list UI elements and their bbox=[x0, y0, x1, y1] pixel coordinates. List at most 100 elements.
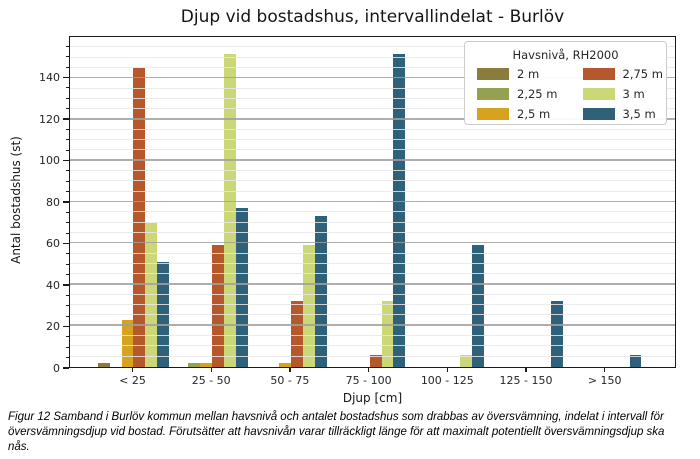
y-tick bbox=[63, 159, 69, 162]
y-minor-tick bbox=[65, 211, 69, 213]
legend-item: 2,75 m bbox=[582, 67, 667, 81]
x-tick bbox=[210, 368, 212, 372]
bar bbox=[550, 301, 563, 367]
legend-label: 3,5 m bbox=[622, 107, 656, 121]
x-tick bbox=[131, 368, 134, 372]
x-tick bbox=[604, 368, 606, 372]
bar bbox=[460, 354, 473, 367]
legend-item: 2 m bbox=[477, 67, 561, 81]
y-minor-tick bbox=[65, 336, 69, 338]
bar bbox=[381, 301, 394, 367]
y-minor-tick bbox=[65, 66, 69, 68]
legend-item: 2,5 m bbox=[477, 107, 561, 121]
chart-title: Djup vid bostadshus, intervallindelat - … bbox=[180, 7, 565, 27]
bar bbox=[302, 245, 315, 367]
x-tick bbox=[525, 368, 527, 372]
y-tick bbox=[63, 325, 69, 328]
y-minor-tick bbox=[65, 56, 69, 58]
bar bbox=[145, 222, 158, 367]
y-minor-tick bbox=[65, 191, 69, 193]
y-minor-tick bbox=[65, 315, 69, 317]
legend: Havsnivå, RH2000 2 m 2,25 m 2,5 m 2,75 m 3 m… bbox=[464, 41, 667, 125]
y-minor-tick bbox=[65, 294, 69, 296]
y-minor-tick bbox=[65, 139, 69, 141]
bar bbox=[393, 53, 406, 367]
bar bbox=[629, 354, 642, 367]
y-tick-label: 120 bbox=[39, 112, 60, 126]
legend-label: 2,5 m bbox=[517, 107, 551, 121]
bar bbox=[290, 301, 303, 367]
y-minor-tick bbox=[65, 222, 69, 224]
bar bbox=[369, 354, 382, 367]
y-minor-tick bbox=[65, 346, 69, 348]
y-minor-tick bbox=[65, 357, 69, 359]
y-minor-tick bbox=[65, 305, 69, 307]
y-tick-label: 0 bbox=[53, 361, 60, 375]
legend-swatch bbox=[582, 108, 615, 120]
x-tick-label: 100 - 125 bbox=[420, 374, 474, 387]
legend-swatch bbox=[477, 108, 509, 120]
y-minor-tick bbox=[65, 97, 69, 99]
y-minor-tick bbox=[65, 149, 69, 151]
y-tick-label: 40 bbox=[46, 278, 60, 292]
bars-layer bbox=[70, 37, 675, 367]
legend-item: 3 m bbox=[582, 87, 667, 101]
legend-item: 2,25 m bbox=[477, 87, 561, 101]
x-tick-label: 25 - 50 bbox=[191, 374, 231, 387]
y-minor-tick bbox=[65, 45, 69, 47]
bar bbox=[236, 208, 248, 367]
legend-swatch bbox=[582, 68, 615, 80]
y-tick bbox=[63, 118, 69, 120]
legend-swatch bbox=[477, 68, 509, 80]
figure-caption: Figur 12 Samband i Burlöv kommun mellan … bbox=[8, 411, 665, 454]
y-tick bbox=[63, 367, 69, 369]
x-tick bbox=[367, 368, 370, 372]
legend-label: 2,25 m bbox=[517, 87, 558, 101]
y-minor-tick bbox=[65, 253, 69, 255]
y-tick bbox=[63, 76, 69, 79]
legend-label: 2 m bbox=[517, 67, 540, 81]
bar bbox=[314, 216, 327, 367]
legend-item: 3,5 m bbox=[582, 107, 667, 121]
legend-title: Havsnivå, RH2000 bbox=[512, 48, 619, 62]
x-tick-label: 50 - 75 bbox=[270, 374, 310, 387]
x-tick bbox=[289, 368, 291, 372]
y-tick-label: 100 bbox=[39, 154, 60, 167]
y-minor-tick bbox=[65, 170, 69, 172]
legend-label: 2,75 m bbox=[622, 67, 663, 81]
y-tick-label: 140 bbox=[39, 71, 60, 84]
y-minor-tick bbox=[65, 274, 69, 276]
y-minor-tick bbox=[65, 180, 69, 182]
bar bbox=[121, 319, 134, 367]
bar bbox=[97, 362, 110, 367]
x-tick-label: 125 - 150 bbox=[499, 374, 553, 387]
legend-label: 3 m bbox=[622, 87, 645, 101]
y-tick bbox=[63, 242, 69, 245]
x-axis-label: Djup [cm] bbox=[342, 391, 403, 405]
bar bbox=[472, 245, 485, 367]
bar bbox=[278, 362, 291, 367]
y-tick bbox=[63, 201, 69, 203]
bar bbox=[224, 53, 237, 367]
x-tick-label: < 25 bbox=[119, 374, 146, 387]
y-minor-tick bbox=[65, 87, 69, 89]
y-tick-label: 80 bbox=[46, 195, 60, 209]
y-minor-tick bbox=[65, 128, 69, 130]
y-minor-tick bbox=[65, 232, 69, 234]
legend-swatch bbox=[582, 88, 615, 100]
y-tick-label: 20 bbox=[46, 320, 60, 333]
legend-grid: 2 m 2,25 m 2,5 m 2,75 m 3 m 3,5 m bbox=[465, 67, 666, 121]
y-tick-label: 60 bbox=[46, 237, 60, 250]
y-tick bbox=[63, 284, 69, 286]
bar bbox=[188, 362, 201, 367]
y-minor-tick bbox=[65, 263, 69, 265]
bar bbox=[133, 67, 146, 367]
x-tick-label: > 150 bbox=[587, 374, 622, 387]
bar bbox=[212, 245, 225, 367]
bar bbox=[157, 261, 170, 367]
bar bbox=[200, 362, 213, 367]
x-tick bbox=[446, 368, 448, 372]
legend-swatch bbox=[477, 88, 509, 100]
y-minor-tick bbox=[65, 108, 69, 110]
